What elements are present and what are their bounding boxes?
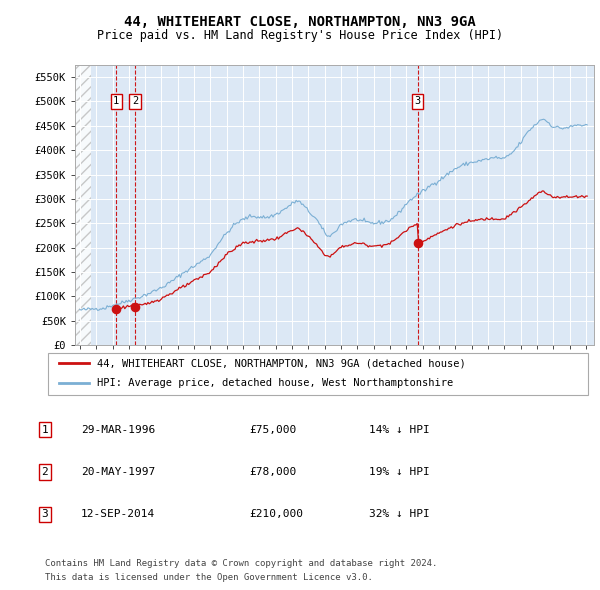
FancyBboxPatch shape	[48, 353, 588, 395]
Point	[130, 303, 140, 312]
Text: Price paid vs. HM Land Registry's House Price Index (HPI): Price paid vs. HM Land Registry's House …	[97, 30, 503, 42]
Text: 14% ↓ HPI: 14% ↓ HPI	[369, 425, 430, 434]
Text: £78,000: £78,000	[249, 467, 296, 477]
Text: 1: 1	[113, 96, 119, 106]
Point	[112, 304, 121, 313]
Text: 3: 3	[415, 96, 421, 106]
Text: 2: 2	[132, 96, 138, 106]
Text: 44, WHITEHEART CLOSE, NORTHAMPTON, NN3 9GA: 44, WHITEHEART CLOSE, NORTHAMPTON, NN3 9…	[124, 15, 476, 29]
Text: 12-SEP-2014: 12-SEP-2014	[81, 510, 155, 519]
Text: 44, WHITEHEART CLOSE, NORTHAMPTON, NN3 9GA (detached house): 44, WHITEHEART CLOSE, NORTHAMPTON, NN3 9…	[97, 359, 466, 368]
Text: Contains HM Land Registry data © Crown copyright and database right 2024.: Contains HM Land Registry data © Crown c…	[45, 559, 437, 568]
Text: This data is licensed under the Open Government Licence v3.0.: This data is licensed under the Open Gov…	[45, 573, 373, 582]
Text: 2: 2	[41, 467, 49, 477]
Point	[413, 238, 422, 248]
Text: 1: 1	[41, 425, 49, 434]
Text: 29-MAR-1996: 29-MAR-1996	[81, 425, 155, 434]
Text: 20-MAY-1997: 20-MAY-1997	[81, 467, 155, 477]
Text: £210,000: £210,000	[249, 510, 303, 519]
Text: 32% ↓ HPI: 32% ↓ HPI	[369, 510, 430, 519]
Text: 3: 3	[41, 510, 49, 519]
Text: 19% ↓ HPI: 19% ↓ HPI	[369, 467, 430, 477]
Text: HPI: Average price, detached house, West Northamptonshire: HPI: Average price, detached house, West…	[97, 378, 453, 388]
Text: £75,000: £75,000	[249, 425, 296, 434]
Bar	[75, 65, 91, 345]
